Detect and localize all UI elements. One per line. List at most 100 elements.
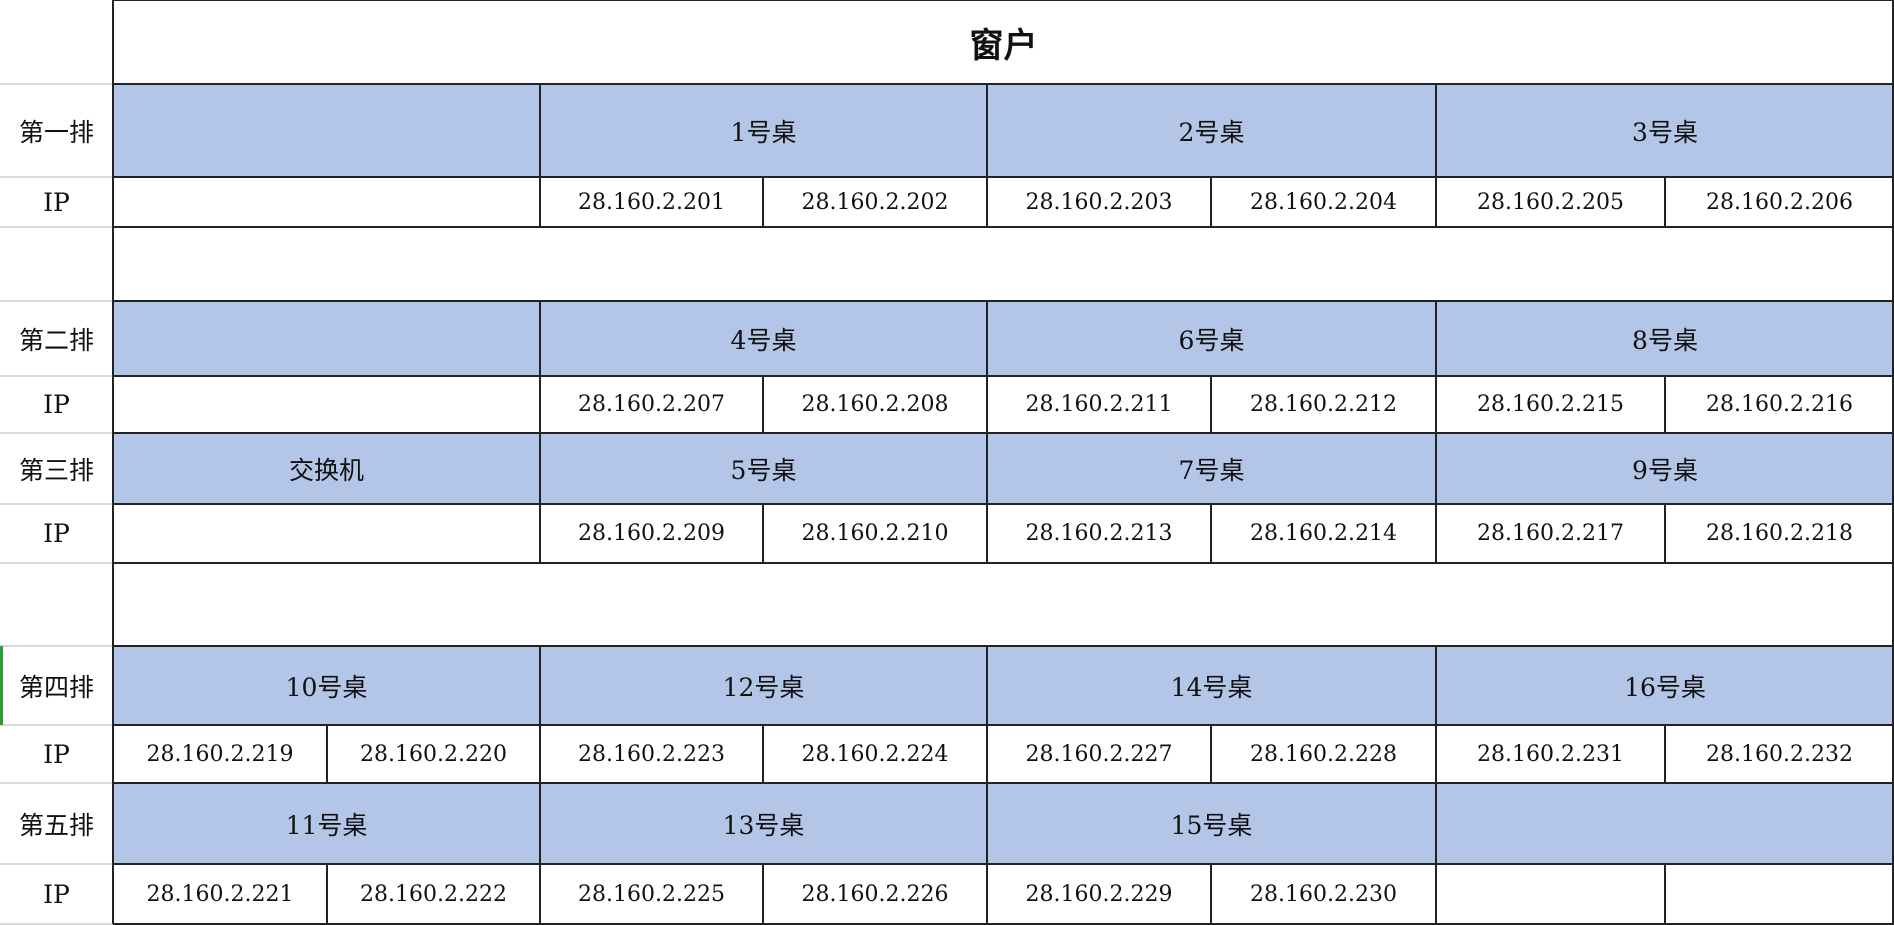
ip-cell[interactable]: 28.160.2.229 xyxy=(987,864,1211,924)
desk-cell[interactable] xyxy=(1436,783,1894,864)
selected-row-indicator xyxy=(0,646,3,725)
ip-cell[interactable] xyxy=(113,177,327,227)
ip-cell[interactable]: 28.160.2.230 xyxy=(1211,864,1436,924)
desk-cell[interactable]: 10号桌 xyxy=(113,646,540,725)
desk-cell[interactable]: 12号桌 xyxy=(540,646,987,725)
ip-cell[interactable]: 28.160.2.222 xyxy=(327,864,540,924)
desk-cell[interactable]: 9号桌 xyxy=(1436,433,1894,504)
spacer-cell[interactable] xyxy=(113,563,327,646)
spacer-cell[interactable] xyxy=(1665,227,1894,301)
cell-border xyxy=(1435,725,1437,783)
ip-cell[interactable]: 28.160.2.223 xyxy=(540,725,763,783)
spacer-cell[interactable] xyxy=(540,227,763,301)
desk-cell[interactable]: 14号桌 xyxy=(987,646,1436,725)
ip-cell[interactable]: 28.160.2.213 xyxy=(987,504,1211,563)
ip-cell[interactable]: 28.160.2.209 xyxy=(540,504,763,563)
ip-cell[interactable]: 28.160.2.206 xyxy=(1665,177,1894,227)
ip-row-label[interactable]: IP xyxy=(0,504,113,563)
ip-cell[interactable]: 28.160.2.205 xyxy=(1436,177,1665,227)
spacer-cell[interactable] xyxy=(1211,563,1436,646)
ip-cell[interactable]: 28.160.2.224 xyxy=(763,725,987,783)
spacer-cell[interactable] xyxy=(987,227,1211,301)
ip-cell[interactable]: 28.160.2.207 xyxy=(540,376,763,433)
spacer-row-header[interactable] xyxy=(0,563,113,646)
desk-cell[interactable]: 5号桌 xyxy=(540,433,987,504)
desk-cell[interactable]: 7号桌 xyxy=(987,433,1436,504)
ip-cell[interactable]: 28.160.2.212 xyxy=(1211,376,1436,433)
ip-cell[interactable]: 28.160.2.202 xyxy=(763,177,987,227)
desk-cell[interactable]: 15号桌 xyxy=(987,783,1436,864)
spacer-cell[interactable] xyxy=(987,563,1211,646)
ip-cell[interactable]: 28.160.2.204 xyxy=(1211,177,1436,227)
ip-cell[interactable] xyxy=(1436,864,1665,924)
cell-border xyxy=(1435,504,1437,563)
cell-border xyxy=(539,504,541,563)
ip-cell[interactable]: 28.160.2.227 xyxy=(987,725,1211,783)
cell-border xyxy=(113,724,1894,726)
ip-cell[interactable] xyxy=(113,504,327,563)
cell-border xyxy=(113,645,1894,647)
ip-cell[interactable] xyxy=(113,376,327,433)
ip-row-label[interactable]: IP xyxy=(0,376,113,433)
desk-cell[interactable]: 6号桌 xyxy=(987,301,1436,376)
ip-cell[interactable]: 28.160.2.215 xyxy=(1436,376,1665,433)
row-label[interactable]: 第五排 xyxy=(0,783,113,864)
spacer-cell[interactable] xyxy=(113,227,327,301)
desk-cell[interactable]: 交换机 xyxy=(113,433,540,504)
ip-cell[interactable]: 28.160.2.203 xyxy=(987,177,1211,227)
ip-cell[interactable]: 28.160.2.218 xyxy=(1665,504,1894,563)
desk-cell[interactable] xyxy=(113,301,540,376)
spacer-cell[interactable] xyxy=(1436,227,1665,301)
spacer-cell[interactable] xyxy=(1211,227,1436,301)
ip-row-label[interactable]: IP xyxy=(0,864,113,924)
desk-cell[interactable]: 3号桌 xyxy=(1436,84,1894,177)
ip-cell[interactable]: 28.160.2.210 xyxy=(763,504,987,563)
spacer-cell[interactable] xyxy=(1665,563,1894,646)
ip-cell[interactable] xyxy=(327,504,540,563)
row-label[interactable]: 第二排 xyxy=(0,301,113,376)
desk-cell[interactable]: 11号桌 xyxy=(113,783,540,864)
desk-cell[interactable]: 8号桌 xyxy=(1436,301,1894,376)
desk-cell[interactable]: 4号桌 xyxy=(540,301,987,376)
ip-cell[interactable] xyxy=(1665,864,1894,924)
ip-cell[interactable]: 28.160.2.214 xyxy=(1211,504,1436,563)
ip-row-label[interactable]: IP xyxy=(0,177,113,227)
cell-border xyxy=(1664,504,1666,563)
spacer-cell[interactable] xyxy=(327,563,540,646)
spacer-row-header[interactable] xyxy=(0,227,113,301)
desk-cell[interactable] xyxy=(113,84,540,177)
ip-cell[interactable]: 28.160.2.208 xyxy=(763,376,987,433)
row-label[interactable]: 第一排 xyxy=(0,84,113,177)
ip-cell[interactable]: 28.160.2.221 xyxy=(113,864,327,924)
row-label[interactable]: 第三排 xyxy=(0,433,113,504)
cell-border xyxy=(1210,864,1212,924)
desk-cell[interactable]: 2号桌 xyxy=(987,84,1436,177)
spacer-cell[interactable] xyxy=(763,563,987,646)
ip-cell[interactable]: 28.160.2.232 xyxy=(1665,725,1894,783)
ip-cell[interactable]: 28.160.2.231 xyxy=(1436,725,1665,783)
window-title[interactable]: 窗户 xyxy=(969,25,1038,66)
row-header-empty[interactable] xyxy=(0,0,113,84)
ip-row-label[interactable]: IP xyxy=(0,725,113,783)
ip-cell[interactable]: 28.160.2.201 xyxy=(540,177,763,227)
spacer-cell[interactable] xyxy=(763,227,987,301)
row-label[interactable]: 第四排 xyxy=(0,646,113,725)
desk-cell[interactable]: 1号桌 xyxy=(540,84,987,177)
spacer-cell[interactable] xyxy=(1436,563,1665,646)
ip-cell[interactable]: 28.160.2.220 xyxy=(327,725,540,783)
ip-cell[interactable]: 28.160.2.225 xyxy=(540,864,763,924)
cell-border xyxy=(986,725,988,783)
desk-cell[interactable]: 16号桌 xyxy=(1436,646,1894,725)
spacer-cell[interactable] xyxy=(540,563,763,646)
ip-cell[interactable]: 28.160.2.211 xyxy=(987,376,1211,433)
ip-cell[interactable]: 28.160.2.219 xyxy=(113,725,327,783)
ip-cell[interactable]: 28.160.2.228 xyxy=(1211,725,1436,783)
ip-cell[interactable] xyxy=(327,177,540,227)
desk-cell[interactable]: 13号桌 xyxy=(540,783,987,864)
ip-cell[interactable] xyxy=(327,376,540,433)
ip-cell[interactable]: 28.160.2.216 xyxy=(1665,376,1894,433)
ip-cell[interactable]: 28.160.2.226 xyxy=(763,864,987,924)
spacer-cell[interactable] xyxy=(327,227,540,301)
cell-border xyxy=(986,177,988,227)
ip-cell[interactable]: 28.160.2.217 xyxy=(1436,504,1665,563)
